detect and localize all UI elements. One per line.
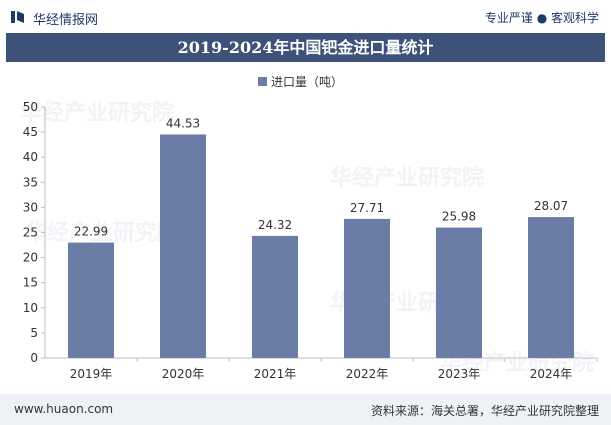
y-tick-label: 40: [23, 150, 38, 164]
logo-icon: [11, 11, 24, 23]
y-tick-label: 25: [23, 226, 38, 240]
legend-swatch: [258, 77, 267, 86]
brand-name: 华经情报网: [33, 13, 99, 28]
footer-source: 资料来源：海关总署，华经产业研究院整理: [370, 404, 599, 418]
y-tick-label: 5: [30, 326, 38, 340]
bar: [160, 134, 206, 358]
bar: [252, 235, 298, 358]
y-tick-label: 45: [23, 125, 38, 139]
chart-title: 2019-2024年中国钯金进口量统计: [177, 38, 434, 57]
x-tick-label: 2022年: [346, 367, 389, 381]
footer-url[interactable]: www.huaon.com: [14, 402, 114, 416]
bar: [436, 227, 482, 358]
y-tick-label: 15: [23, 276, 38, 290]
x-tick-label: 2023年: [438, 367, 481, 381]
bar: [344, 218, 390, 358]
footer: www.huaon.com 资料来源：海关总署，华经产业研究院整理: [0, 394, 611, 425]
x-tick-label: 2020年: [162, 367, 205, 381]
x-tick-label: 2019年: [70, 367, 113, 381]
legend-label: 进口量（吨）: [271, 75, 344, 89]
data-label: 25.98: [442, 210, 476, 224]
bar-chart: 0 5 10 15 20 25 30 35 40 45 50 22.99 2019年 44.53 2020年…: [23, 100, 598, 381]
y-tick-label: 35: [23, 175, 38, 189]
y-tick-label: 30: [23, 200, 38, 214]
data-label: 24.32: [258, 218, 292, 232]
data-label: 44.53: [166, 116, 200, 130]
data-label: 27.71: [350, 201, 384, 215]
data-label: 22.99: [74, 225, 108, 239]
slogan: 专业严谨 ● 客观科学: [484, 11, 599, 25]
y-tick-label: 0: [30, 351, 38, 365]
bar: [68, 242, 114, 358]
x-tick-label: 2021年: [254, 367, 297, 381]
x-tick-label: 2024年: [530, 367, 573, 381]
y-tick-label: 20: [23, 251, 38, 265]
title-bar: 2019-2024年中国钯金进口量统计: [6, 33, 605, 62]
bar: [528, 217, 574, 358]
y-tick-label: 10: [23, 301, 38, 315]
y-tick-label: 50: [23, 100, 38, 114]
data-label: 28.07: [534, 199, 568, 213]
top-bar: 华经情报网 专业严谨 ● 客观科学: [0, 0, 611, 33]
